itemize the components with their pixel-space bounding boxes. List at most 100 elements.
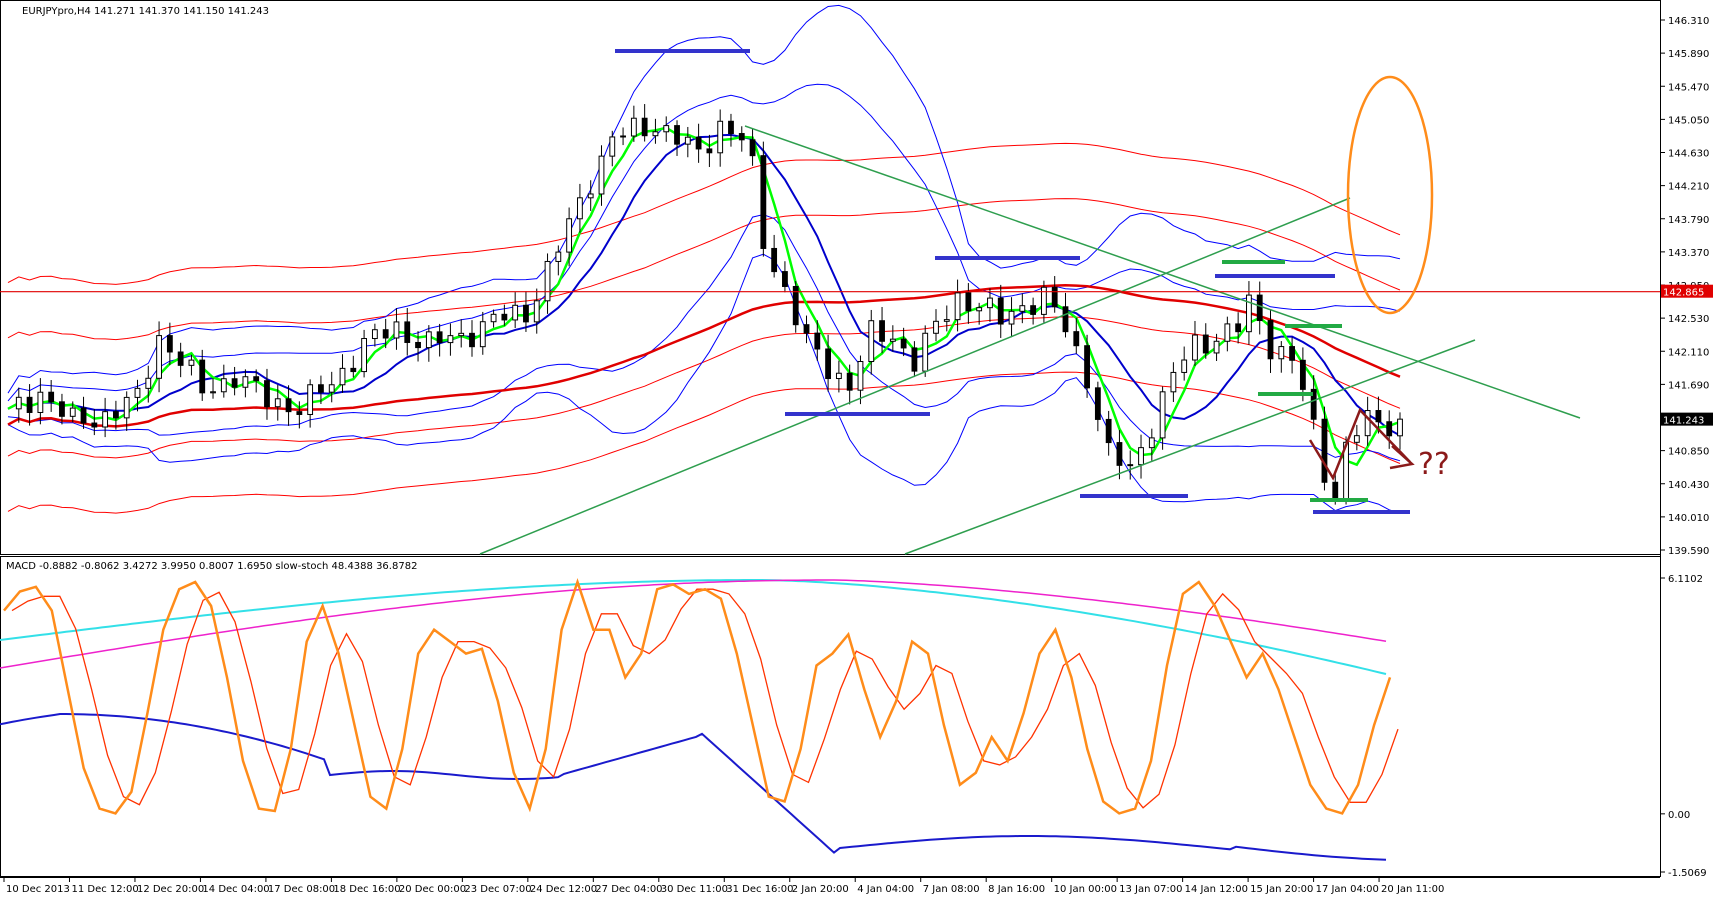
bearish-candle: [803, 324, 810, 334]
price-axis-tick-label: 144.630: [1668, 149, 1709, 160]
bearish-candle: [900, 338, 907, 349]
bullish-candle: [922, 332, 929, 372]
bullish-candle: [566, 218, 573, 253]
bearish-candle: [1202, 334, 1209, 354]
bullish-candle: [620, 135, 626, 138]
bullish-candle: [307, 384, 314, 415]
bullish-candle: [857, 361, 864, 391]
bearish-candle: [825, 348, 832, 380]
bearish-candle: [382, 329, 389, 339]
bullish-candle: [587, 193, 594, 199]
question-marks-annotation: ??: [1418, 447, 1450, 482]
bullish-candle: [1181, 359, 1188, 373]
bearish-candle: [1062, 306, 1069, 333]
bullish-candle: [1138, 447, 1144, 466]
bearish-candle: [1310, 388, 1317, 420]
bullish-candle: [447, 335, 454, 344]
bullish-candle: [835, 372, 842, 380]
bullish-candle: [37, 391, 44, 413]
price-axis-tick-label: 143.790: [1668, 215, 1709, 226]
bullish-candle: [1364, 410, 1371, 437]
bullish-candle: [425, 331, 432, 349]
indicator-axis-tick-label: -1.5069: [1668, 868, 1707, 879]
macd-cyan-line: [0, 579, 1387, 675]
bearish-candle: [177, 351, 184, 366]
time-axis-tick-label: 7 Jan 08:00: [923, 884, 980, 895]
time-axis-tick-label: 27 Dec 04:00: [595, 884, 662, 895]
bullish-candle: [684, 136, 691, 145]
bullish-candle: [1246, 294, 1252, 333]
bullish-candle: [1148, 437, 1155, 449]
price-axis-tick-label: 139.590: [1668, 546, 1709, 557]
bullish-candle: [868, 320, 875, 363]
bearish-candle: [523, 304, 529, 323]
bullish-candle: [188, 359, 195, 366]
ascending-trendline-upper: [479, 197, 1351, 555]
bullish-candle: [15, 396, 22, 410]
descending-trendline: [744, 125, 1581, 419]
bullish-candle: [630, 117, 637, 137]
time-axis-tick-label: 2 Jan 20:00: [792, 884, 849, 895]
bullish-candle: [220, 378, 227, 393]
bearish-candle: [879, 320, 885, 342]
bollinger-upper-line: [7, 83, 1401, 402]
time-axis-tick-label: 24 Dec 12:00: [530, 884, 597, 895]
time-axis-tick-label: 14 Jan 12:00: [1185, 884, 1248, 895]
bearish-candle: [285, 398, 292, 413]
bearish-candle: [997, 297, 1004, 325]
price-axis-tick-label: 142.530: [1668, 314, 1709, 325]
bearish-candle: [112, 411, 119, 419]
bearish-candle: [1289, 346, 1296, 361]
price-axis-tick-label: 145.890: [1668, 49, 1709, 60]
bearish-candle: [1375, 410, 1382, 423]
bullish-candle: [458, 332, 465, 337]
bearish-candle: [728, 120, 734, 135]
bearish-candle: [1321, 418, 1328, 483]
bollinger-lower-line: [7, 214, 1401, 462]
bearish-candle: [782, 271, 788, 287]
time-axis-tick-label: 10 Jan 00:00: [1054, 884, 1117, 895]
horizontal-price-line-label: 142.865: [1663, 288, 1704, 299]
price-axis-tick-label: 143.370: [1668, 248, 1709, 259]
bullish-candle: [555, 251, 562, 262]
time-axis-tick-label: 8 Jan 16:00: [988, 884, 1045, 895]
indicator-panel: [0, 556, 1661, 877]
bearish-candle: [1332, 481, 1339, 500]
price-panel: [0, 0, 1661, 555]
price-axis-tick-label: 145.050: [1668, 115, 1709, 126]
bearish-candle: [965, 292, 972, 312]
bullish-candle: [69, 407, 76, 417]
price-axis-tick-label: 142.110: [1668, 347, 1709, 358]
bearish-candle: [1084, 345, 1090, 389]
bullish-candle: [134, 387, 141, 398]
bullish-candle: [533, 300, 540, 323]
time-axis-tick-label: 10 Dec 2013: [6, 884, 70, 895]
bearish-candle: [253, 376, 260, 382]
time-axis-tick-label: 13 Jan 07:00: [1119, 884, 1182, 895]
time-axis-tick-label: 4 Jan 04:00: [857, 884, 914, 895]
projection-arrowhead: [1389, 445, 1415, 470]
bullish-candle: [663, 125, 670, 133]
bullish-candle: [210, 391, 216, 394]
slow-moving-average-line: [7, 133, 1401, 437]
bearish-candle: [706, 148, 713, 154]
bullish-candle: [1224, 323, 1231, 342]
bearish-candle: [166, 335, 173, 353]
bullish-candle: [393, 321, 400, 339]
bullish-candle: [576, 197, 583, 220]
bullish-candle: [242, 376, 249, 388]
bearish-candle: [695, 136, 702, 150]
bullish-candle: [1159, 391, 1166, 439]
bearish-candle: [1299, 359, 1306, 390]
bearish-candle: [48, 391, 55, 403]
bullish-candle: [1278, 346, 1285, 360]
bearish-candle: [1386, 421, 1393, 437]
bullish-candle: [490, 313, 497, 323]
bearish-candle: [1235, 323, 1242, 333]
bullish-candle: [1019, 305, 1026, 312]
bullish-candle: [1397, 418, 1403, 437]
bearish-candle: [1073, 331, 1080, 347]
bullish-candle: [1127, 464, 1134, 467]
bullish-candle: [1170, 371, 1177, 393]
time-axis-tick-label: 18 Dec 16:00: [333, 884, 400, 895]
